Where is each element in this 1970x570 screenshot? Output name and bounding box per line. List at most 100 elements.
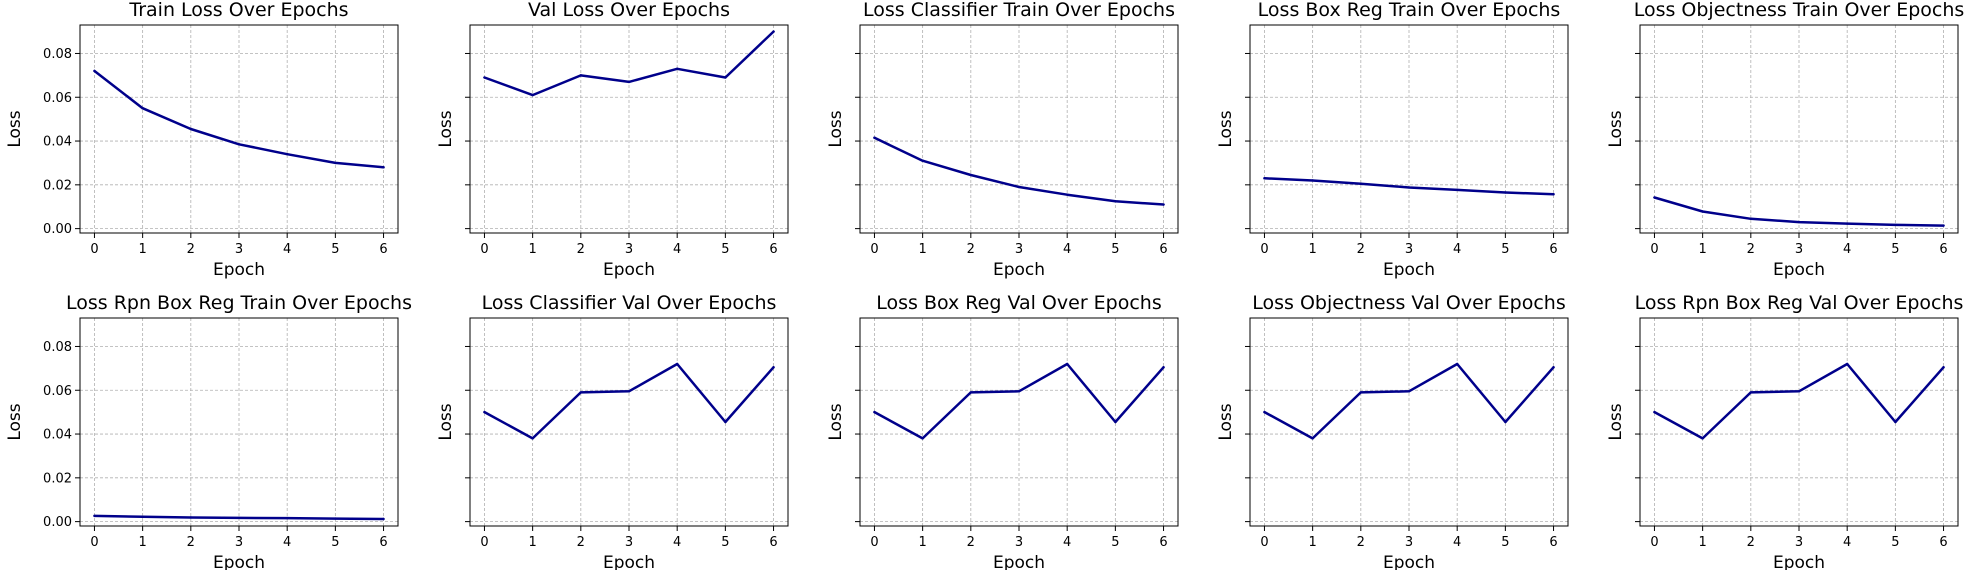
x-tick-label: 5 (1501, 242, 1509, 257)
data-point (1263, 177, 1266, 180)
data-point (1797, 220, 1801, 224)
x-tick-label: 6 (1159, 535, 1167, 550)
data-point (141, 515, 144, 519)
data-point (724, 76, 727, 79)
axes-frame (79, 317, 399, 527)
chart-title: Loss Box Reg Train Over Epochs (1258, 0, 1561, 21)
data-point (969, 391, 973, 394)
data-point (1455, 362, 1459, 366)
x-tick-label: 5 (1111, 535, 1119, 550)
data-point (969, 173, 973, 177)
grid (860, 318, 1178, 526)
y-axis-label: Loss (826, 110, 846, 147)
x-tick-label: 5 (1891, 535, 1899, 550)
x-tick-label: 0 (1260, 535, 1268, 550)
data-point (627, 80, 631, 84)
data-point (1065, 362, 1069, 366)
x-tick-label: 3 (625, 242, 633, 257)
data-point (1017, 185, 1021, 189)
grid (860, 25, 1178, 233)
axes-frame (859, 317, 1179, 527)
x-tick-label: 2 (967, 535, 975, 550)
x-axis-label: Epoch (993, 553, 1045, 570)
x-tick-label: 4 (1063, 535, 1071, 550)
chart-panel-3: 0 1 2 3 4 5 6 Loss Classifier Train Over Epochs… (826, 0, 1179, 280)
x-tick-label: 0 (1260, 242, 1268, 257)
data-point (189, 516, 193, 519)
x-tick-label: 3 (1405, 242, 1413, 257)
x-tick-label: 6 (1939, 242, 1947, 257)
data-point (1311, 437, 1314, 440)
data-point (1653, 196, 1656, 199)
x-tick-label: 6 (769, 535, 777, 550)
data-point (1749, 217, 1753, 220)
data-point (1162, 366, 1165, 369)
data-point (1359, 182, 1363, 185)
data-point (1407, 390, 1411, 393)
x-tick-label: 4 (1453, 535, 1461, 550)
x-tick-label: 1 (1698, 535, 1706, 550)
x-tick-label: 2 (1357, 242, 1365, 257)
data-point (334, 517, 337, 520)
data-point (1017, 390, 1021, 393)
axes-frame (1639, 24, 1959, 234)
data-point (1845, 362, 1849, 366)
data-point (579, 74, 583, 77)
x-tick-label: 5 (1891, 242, 1899, 257)
data-point (579, 391, 583, 394)
data-point (1162, 203, 1165, 206)
y-axis-label: Loss (5, 403, 25, 440)
axes-frame (859, 24, 1179, 234)
chart-title: Loss Objectness Val Over Epochs (1252, 292, 1565, 314)
y-axis-label: Loss (1216, 403, 1236, 440)
chart-title: Val Loss Over Epochs (528, 0, 730, 21)
data-point (1701, 437, 1704, 440)
axes-frame (1639, 317, 1959, 527)
data-point (1942, 366, 1945, 369)
x-tick-label: 6 (1549, 535, 1557, 550)
x-tick-label: 2 (1357, 535, 1365, 550)
x-tick-label: 1 (1308, 535, 1316, 550)
x-axis-label: Epoch (213, 260, 265, 280)
x-tick-label: 3 (1015, 242, 1023, 257)
x-tick-label: 0 (870, 535, 878, 550)
chart-title: Loss Box Reg Val Over Epochs (876, 292, 1162, 314)
chart-panel-6: 0 1 2 3 4 5 6 0.00 0.02 0.04 0.06 0.08 Loss Rpn Box … (5, 292, 412, 570)
chart-title: Loss Rpn Box Reg Train Over Epochs (66, 292, 412, 314)
data-point (724, 420, 727, 424)
data-point (1797, 390, 1801, 393)
y-tick-label: 0.06 (43, 384, 72, 399)
x-tick-label: 4 (673, 242, 681, 257)
x-tick-label: 4 (1063, 242, 1071, 257)
x-tick-label: 2 (577, 242, 585, 257)
y-tick-label: 0.02 (43, 178, 72, 193)
data-point (189, 127, 193, 131)
data-point (1942, 224, 1945, 227)
data-point (93, 514, 96, 518)
x-tick-label: 5 (721, 242, 729, 257)
data-point (382, 517, 385, 521)
data-point (237, 516, 241, 520)
x-tick-label: 3 (1015, 535, 1023, 550)
grid (1640, 25, 1958, 233)
data-point (675, 67, 679, 70)
x-tick-label: 6 (379, 242, 387, 257)
y-axis-label: Loss (826, 403, 846, 440)
x-tick-label: 1 (138, 535, 146, 550)
x-tick-label: 3 (625, 535, 633, 550)
x-axis-label: Epoch (1773, 260, 1825, 280)
axes-frame (469, 317, 789, 527)
grid (1640, 318, 1958, 526)
y-axis-label: Loss (5, 110, 25, 147)
data-point (382, 166, 385, 169)
chart-panel-1: 0 1 2 3 4 5 6 0.00 0.02 0.04 0.06 0.08 Train Loss Ov… (5, 0, 399, 280)
data-point (1504, 420, 1507, 424)
data-point (285, 152, 289, 156)
x-tick-label: 0 (1650, 242, 1658, 257)
data-point (93, 69, 96, 73)
data-point (675, 362, 679, 366)
chart-title: Loss Classifier Train Over Epochs (863, 0, 1175, 21)
x-tick-label: 3 (1405, 535, 1413, 550)
data-point (921, 159, 924, 162)
data-point (531, 93, 534, 97)
